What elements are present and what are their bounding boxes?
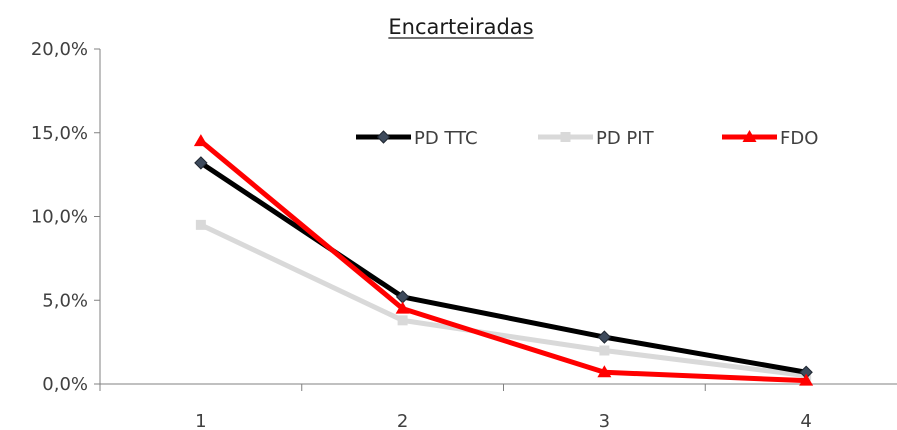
series-line: [199, 160, 807, 375]
data-point: [799, 373, 814, 386]
data-point: [395, 301, 410, 314]
data-point: [597, 330, 612, 344]
legend-marker: [560, 132, 571, 142]
x-tick-label: 2: [397, 411, 408, 430]
y-tick-label: 5,0%: [42, 290, 88, 311]
data-point: [194, 156, 208, 170]
x-axis: 1 2 3 4: [99, 383, 897, 430]
series-layer: [193, 134, 814, 386]
legend-item: PD PIT: [538, 128, 655, 149]
data-point: [397, 315, 408, 326]
x-tick-label: 3: [599, 411, 610, 430]
data-point: [195, 219, 206, 230]
legend-item: PD TTC: [356, 128, 478, 149]
x-tick-label: 4: [800, 411, 811, 430]
y-tick-label: 20,0%: [31, 39, 88, 60]
y-tick-label: 15,0%: [31, 123, 88, 144]
series-pd-ttc: [194, 156, 813, 379]
series-line: [199, 222, 807, 379]
legend-item: FDO: [722, 128, 818, 149]
legend-marker: [742, 130, 757, 142]
data-point: [599, 345, 610, 356]
series-fdo: [193, 134, 814, 386]
y-tick-label: 0,0%: [42, 374, 88, 395]
legend-marker: [376, 130, 391, 144]
y-axis: 0,0% 5,0% 10,0% 15,0% 20,0%: [31, 39, 101, 395]
legend-label: FDO: [780, 128, 818, 149]
x-tick-label: 1: [195, 411, 206, 430]
data-point: [193, 134, 208, 147]
legend: PD TTC PD PIT FDO: [356, 128, 818, 149]
y-tick-label: 10,0%: [31, 207, 88, 228]
data-point: [597, 365, 612, 378]
legend-label: PD PIT: [596, 128, 655, 149]
legend-label: PD TTC: [414, 128, 478, 149]
series-line: [199, 139, 807, 384]
chart-title: Encarteiradas: [388, 15, 533, 39]
